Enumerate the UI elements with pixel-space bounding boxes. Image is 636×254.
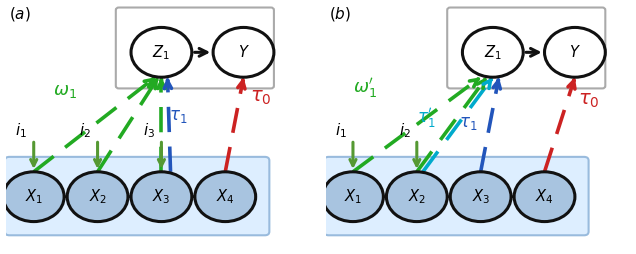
Text: $X_4$: $X_4$ [536, 187, 554, 206]
Circle shape [67, 172, 128, 221]
Text: $\tau_1$: $\tau_1$ [169, 107, 188, 124]
Text: $X_2$: $X_2$ [408, 187, 426, 206]
Text: $Z_1$: $Z_1$ [484, 43, 502, 62]
Text: $X_1$: $X_1$ [25, 187, 43, 206]
Text: $Y$: $Y$ [238, 44, 249, 60]
Text: $Y$: $Y$ [569, 44, 581, 60]
Circle shape [195, 172, 256, 221]
Circle shape [322, 172, 384, 221]
FancyBboxPatch shape [324, 157, 588, 235]
Circle shape [387, 172, 447, 221]
Circle shape [213, 27, 274, 77]
Circle shape [450, 172, 511, 221]
FancyBboxPatch shape [447, 8, 605, 88]
Circle shape [131, 172, 192, 221]
FancyBboxPatch shape [116, 8, 274, 88]
Circle shape [462, 27, 523, 77]
Text: $\tau_0$: $\tau_0$ [578, 92, 600, 110]
Text: $i_2$: $i_2$ [80, 122, 91, 140]
Text: $\omega_1'$: $\omega_1'$ [353, 76, 377, 100]
Text: $\omega_1$: $\omega_1$ [53, 82, 78, 100]
Circle shape [544, 27, 605, 77]
Text: $(a)$: $(a)$ [10, 5, 31, 23]
Text: $\tau_1'$: $\tau_1'$ [417, 105, 435, 130]
Circle shape [131, 27, 192, 77]
Text: $X_2$: $X_2$ [88, 187, 107, 206]
Text: $i_3$: $i_3$ [143, 122, 155, 140]
Text: $\tau_0$: $\tau_0$ [249, 89, 271, 107]
Text: $X_3$: $X_3$ [152, 187, 170, 206]
Text: $\tau_1$: $\tau_1$ [459, 115, 478, 132]
Text: $i_1$: $i_1$ [15, 122, 27, 140]
FancyBboxPatch shape [5, 157, 270, 235]
Text: $Z_1$: $Z_1$ [153, 43, 170, 62]
Text: $i_1$: $i_1$ [335, 122, 347, 140]
Circle shape [514, 172, 575, 221]
Text: $X_1$: $X_1$ [344, 187, 362, 206]
Text: $i_2$: $i_2$ [399, 122, 410, 140]
Text: $X_4$: $X_4$ [216, 187, 235, 206]
Text: $(b)$: $(b)$ [329, 5, 351, 23]
Circle shape [3, 172, 64, 221]
Text: $X_3$: $X_3$ [471, 187, 490, 206]
